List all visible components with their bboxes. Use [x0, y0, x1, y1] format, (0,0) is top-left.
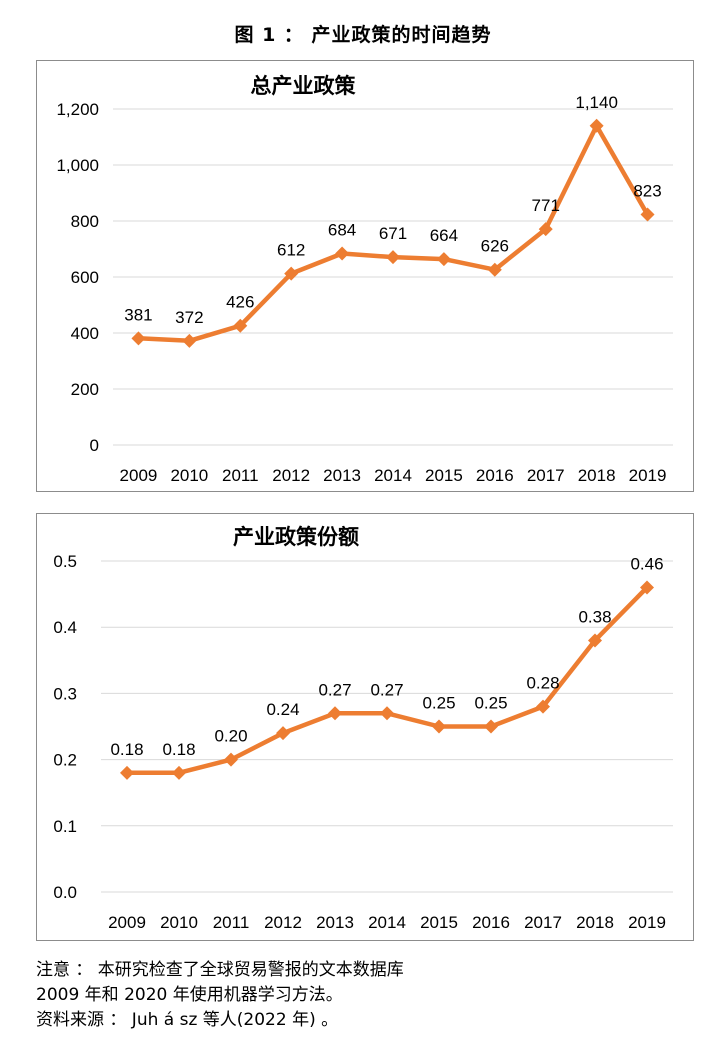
data-point: [120, 765, 134, 780]
data-point: [328, 706, 342, 721]
data-point: [276, 726, 290, 741]
x-tick-label: 2017: [524, 913, 562, 932]
figure-title: 图 1 ： 产业政策的时间趋势: [234, 24, 492, 46]
data-point: [284, 266, 299, 281]
y-tick-label: 0: [90, 436, 99, 455]
data-point: [172, 765, 186, 780]
data-label: 1,140: [575, 93, 618, 112]
x-tick-label: 2018: [576, 913, 614, 932]
y-tick-label: 200: [71, 380, 99, 399]
data-label: 0.27: [318, 680, 351, 699]
data-label: 664: [430, 226, 458, 245]
data-point: [538, 222, 553, 237]
chart-share-svg: 产业政策份额 0.0 0.1 0.2 0.3 0.4 0.5 2009 2010 2011 2012…: [53, 525, 673, 932]
x-tick-label: 2017: [527, 466, 565, 485]
y-tick-label: 400: [71, 324, 99, 343]
x-tick-label: 2016: [472, 913, 510, 932]
y-tick-label: 600: [71, 268, 99, 287]
y-tick-label: 0.5: [53, 552, 77, 571]
x-tick-label: 2012: [272, 466, 310, 485]
data-label: 0.25: [474, 694, 507, 713]
note-line-2: 2009 年和 2020 年使用机器学习方法。: [36, 985, 343, 1005]
data-point: [386, 250, 400, 265]
data-label: 0.20: [214, 727, 247, 746]
x-tick-label: 2009: [108, 913, 146, 932]
data-point: [182, 333, 197, 348]
data-label: 0.25: [422, 694, 455, 713]
chart-title: 总产业政策: [251, 74, 357, 98]
data-point: [588, 633, 602, 648]
data-point: [432, 719, 446, 734]
x-tick-label: 2019: [628, 913, 666, 932]
data-point: [233, 318, 248, 333]
data-label: 0.18: [110, 740, 143, 759]
data-label: 771: [532, 196, 560, 215]
data-point: [224, 752, 238, 767]
x-tick-label: 2012: [264, 913, 302, 932]
y-tick-label: 0.3: [53, 684, 77, 703]
data-label: 626: [481, 237, 509, 256]
chart-total-svg: 总产业政策 0 200 400 600 800 1,000 1,200 2009 2010 2011…: [56, 74, 673, 485]
data-label: 381: [124, 305, 152, 324]
y-tick-label: 1,000: [56, 156, 99, 175]
data-label: 0.27: [370, 680, 403, 699]
y-tick-label: 0.4: [53, 618, 77, 637]
data-label: 823: [633, 182, 661, 201]
data-label: 372: [175, 308, 203, 327]
data-point: [640, 580, 654, 595]
x-tick-label: 2014: [368, 913, 406, 932]
x-tick-label: 2010: [170, 466, 208, 485]
data-label: 612: [277, 241, 305, 260]
data-point: [589, 118, 604, 133]
data-point: [640, 207, 655, 222]
x-tick-label: 2018: [578, 466, 616, 485]
y-tick-label: 0.1: [53, 817, 77, 836]
x-tick-label: 2015: [420, 913, 458, 932]
data-point: [436, 252, 451, 267]
y-tick-label: 1,200: [56, 100, 99, 119]
data-label: 0.18: [162, 740, 195, 759]
data-point: [131, 331, 146, 346]
data-point: [380, 706, 394, 721]
x-tick-label: 2013: [316, 913, 354, 932]
x-tick-label: 2016: [476, 466, 514, 485]
data-point: [335, 246, 350, 261]
x-tick-label: 2009: [120, 466, 158, 485]
x-tick-label: 2015: [425, 466, 463, 485]
data-label: 0.46: [630, 554, 663, 573]
data-label: 0.28: [526, 674, 559, 693]
y-tick-label: 0.2: [53, 751, 77, 770]
data-point: [487, 262, 502, 277]
figure-notes: 注意 ： 本研究检查了全球贸易警报的文本数据库 2009 年和 2020 年使用…: [36, 958, 716, 1033]
x-tick-label: 2010: [160, 913, 198, 932]
chart-total-industrial-policy: 总产业政策 0 200 400 600 800 1,000 1,200 2009 2010 2011…: [36, 60, 694, 492]
x-tick-label: 2011: [213, 913, 250, 932]
chart-title: 产业政策份额: [233, 525, 359, 549]
y-tick-label: 800: [71, 212, 99, 231]
y-tick-label: 0.0: [53, 883, 77, 902]
x-tick-label: 2019: [629, 466, 667, 485]
data-label: 684: [328, 220, 356, 239]
data-point: [536, 699, 550, 714]
data-label: 0.24: [266, 700, 299, 719]
note-line-1: 注意 ： 本研究检查了全球贸易警报的文本数据库: [36, 960, 404, 980]
x-tick-label: 2011: [222, 466, 259, 485]
x-tick-label: 2013: [323, 466, 361, 485]
chart-industrial-policy-share: 产业政策份额 0.0 0.1 0.2 0.3 0.4 0.5 2009 2010 2011 2012…: [36, 513, 694, 941]
data-label: 426: [226, 293, 254, 312]
data-label: 0.38: [578, 607, 611, 626]
data-point: [484, 719, 498, 734]
x-tick-label: 2014: [374, 466, 412, 485]
source-line: 资料来源 ： Juh á sz 等人(2022 年) 。: [36, 1010, 339, 1030]
data-label: 671: [379, 224, 407, 243]
